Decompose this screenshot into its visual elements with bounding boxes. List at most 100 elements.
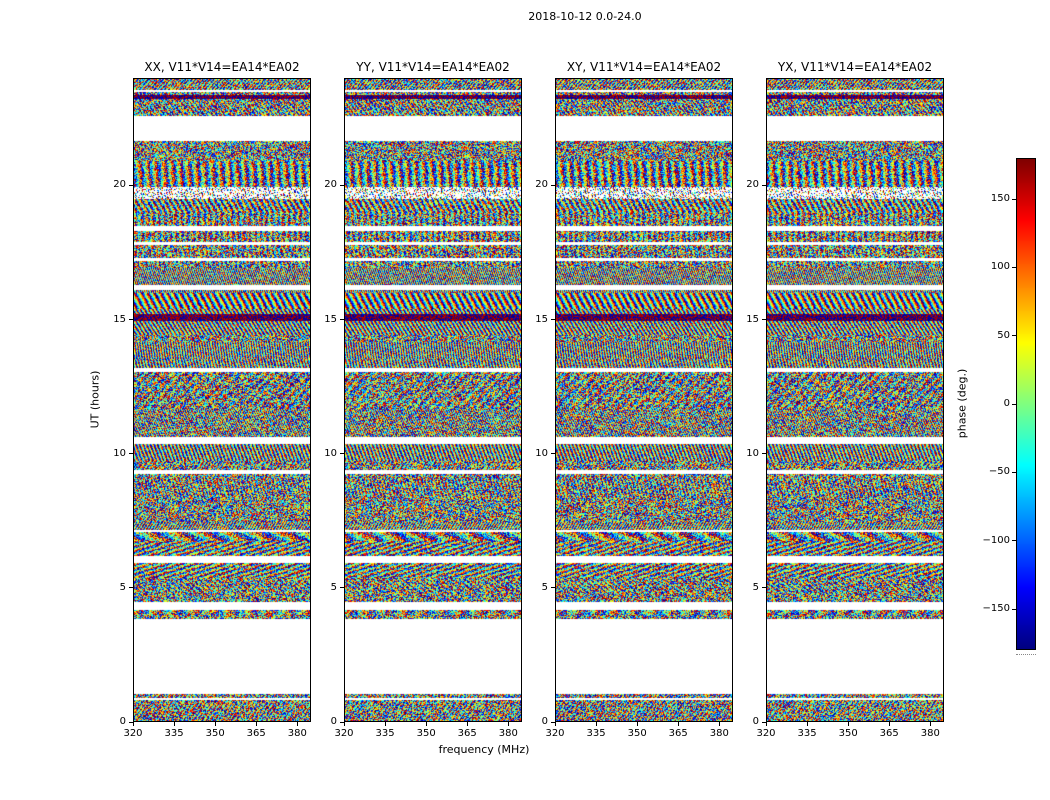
heatmap-canvas-xx: [134, 79, 310, 721]
y-tick-mark: [129, 184, 133, 186]
y-tick-label: 15: [535, 313, 548, 325]
colorbar-tick-label: −50: [988, 466, 1010, 478]
colorbar-tick-label: −150: [982, 603, 1010, 614]
y-tick-label: 5: [541, 581, 548, 593]
y-tick-label: 0: [330, 716, 337, 727]
y-tick-mark: [340, 587, 344, 589]
figure-title: 2018-10-12 0.0-24.0: [528, 10, 642, 23]
x-tick-label: 365: [879, 728, 899, 739]
panel-xy: XY, V11*V14=EA14*EA02: [555, 58, 733, 748]
colorbar-gradient: [1017, 159, 1035, 649]
panel-yx: YX, V11*V14=EA14*EA02: [766, 58, 944, 748]
y-tick-mark: [129, 587, 133, 589]
x-tick-mark: [718, 722, 720, 726]
x-tick-mark: [425, 722, 427, 726]
y-tick-label: 20: [535, 179, 548, 191]
y-tick-mark: [340, 721, 344, 723]
x-tick-mark: [888, 722, 890, 726]
y-tick-mark: [129, 721, 133, 723]
x-tick-mark: [173, 722, 175, 726]
x-tick-label: 365: [457, 728, 477, 739]
panel-title-xy: XY, V11*V14=EA14*EA02: [566, 60, 722, 74]
x-tick-mark: [677, 722, 679, 726]
y-tick-label: 15: [746, 313, 759, 325]
x-tick-mark: [343, 722, 345, 726]
colorbar-tick-mark: [1012, 471, 1016, 473]
x-tick-label: 335: [586, 728, 606, 739]
y-tick-mark: [762, 587, 766, 589]
x-tick-mark: [507, 722, 509, 726]
x-tick-mark: [806, 722, 808, 726]
x-tick-label: 380: [287, 728, 307, 739]
y-tick-label: 15: [324, 313, 337, 325]
y-tick-label: 15: [113, 313, 126, 325]
y-tick-mark: [340, 184, 344, 186]
colorbar-tick-label: −100: [982, 534, 1010, 546]
x-tick-mark: [929, 722, 931, 726]
plot-area-yx: [766, 78, 944, 722]
x-tick-label: 380: [709, 728, 729, 739]
panel-title-yx: YX, V11*V14=EA14*EA02: [777, 60, 933, 74]
y-tick-label: 10: [324, 447, 337, 459]
x-tick-label: 335: [375, 728, 395, 739]
y-tick-label: 20: [324, 179, 337, 191]
y-tick-mark: [129, 319, 133, 320]
y-tick-mark: [551, 319, 555, 320]
x-tick-label: 320: [545, 728, 565, 739]
x-tick-mark: [296, 722, 298, 726]
colorbar-tick-label: 100: [990, 261, 1010, 273]
colorbar-tick-mark: [1012, 335, 1016, 337]
panel-title-xx: XX, V11*V14=EA14*EA02: [144, 60, 300, 74]
y-axis-label: UT (hours): [88, 370, 102, 429]
colorbar-tick-mark: [1012, 540, 1016, 542]
x-tick-label: 335: [164, 728, 184, 739]
x-tick-mark: [214, 722, 216, 726]
colorbar-tick-mark: [1012, 403, 1016, 405]
colorbar-extend-mark: [1016, 651, 1036, 655]
x-tick-label: 380: [498, 728, 518, 739]
x-tick-mark: [595, 722, 597, 726]
x-tick-label: 335: [797, 728, 817, 739]
colorbar-tick-mark: [1012, 198, 1016, 200]
heatmap-canvas-xy: [556, 79, 732, 721]
y-tick-mark: [129, 453, 133, 455]
y-tick-mark: [762, 319, 766, 320]
y-tick-label: 20: [746, 179, 759, 191]
heatmap-canvas-yx: [767, 79, 943, 721]
y-tick-label: 5: [119, 581, 126, 593]
x-tick-mark: [554, 722, 556, 726]
plot-area-yy: [344, 78, 522, 722]
plot-area-xy: [555, 78, 733, 722]
colorbar-tick-label: 150: [990, 193, 1010, 204]
x-tick-label: 350: [416, 728, 436, 739]
x-tick-label: 350: [838, 728, 858, 739]
y-tick-mark: [762, 184, 766, 186]
colorbar-tick-label: 0: [1003, 398, 1010, 409]
colorbar-tick-label: 50: [997, 329, 1010, 341]
y-tick-mark: [551, 453, 555, 455]
y-tick-label: 10: [535, 447, 548, 459]
panel-xx: XX, V11*V14=EA14*EA02: [133, 58, 311, 748]
plot-area-xx: [133, 78, 311, 722]
x-tick-mark: [636, 722, 638, 726]
y-tick-label: 0: [752, 716, 759, 727]
y-tick-mark: [551, 184, 555, 186]
x-tick-label: 350: [205, 728, 225, 739]
x-tick-label: 320: [123, 728, 143, 739]
y-tick-label: 0: [119, 716, 126, 727]
x-tick-label: 380: [920, 728, 940, 739]
x-tick-label: 320: [756, 728, 776, 739]
y-tick-label: 10: [113, 447, 126, 459]
x-tick-label: 365: [668, 728, 688, 739]
heatmap-canvas-yy: [345, 79, 521, 721]
x-tick-mark: [255, 722, 257, 726]
x-axis-label: frequency (MHz): [438, 743, 530, 756]
panel-yy: YY, V11*V14=EA14*EA02: [344, 58, 522, 748]
y-tick-label: 5: [752, 581, 759, 593]
y-tick-mark: [762, 453, 766, 455]
x-tick-mark: [765, 722, 767, 726]
y-tick-label: 20: [113, 179, 126, 191]
y-tick-mark: [340, 453, 344, 455]
y-tick-label: 5: [330, 581, 337, 593]
